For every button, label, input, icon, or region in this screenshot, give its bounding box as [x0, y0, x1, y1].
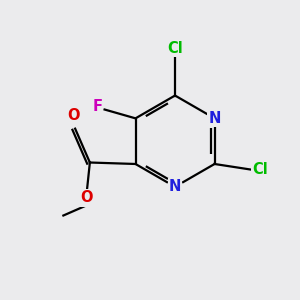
- Text: Cl: Cl: [252, 162, 268, 177]
- Text: O: O: [81, 190, 93, 205]
- Text: N: N: [208, 111, 221, 126]
- Text: F: F: [92, 99, 102, 114]
- Text: N: N: [169, 179, 181, 194]
- Text: Cl: Cl: [167, 41, 183, 56]
- Text: O: O: [68, 108, 80, 123]
